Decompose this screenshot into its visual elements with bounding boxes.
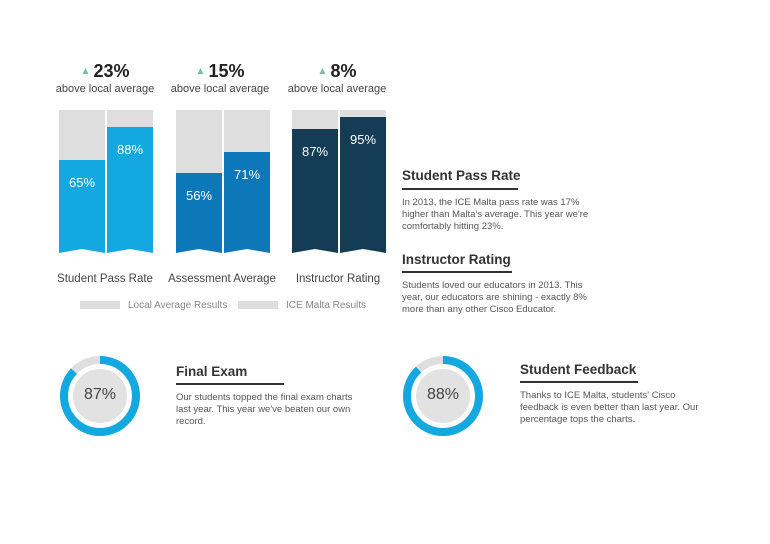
kpi-label: above local average xyxy=(287,83,387,95)
bar-group: 87% 95% xyxy=(292,110,386,255)
bar: 65% xyxy=(59,110,105,255)
category-label: Assessment Average xyxy=(168,273,276,285)
bar-fill xyxy=(176,173,222,254)
bar-fill xyxy=(107,127,153,254)
kpi-value: 23% xyxy=(93,61,130,81)
kpi-pass-rate: ▲ 23% above local average xyxy=(45,60,165,96)
category-label: Instructor Rating xyxy=(295,273,381,285)
student-feedback-title: Student Feedback xyxy=(520,362,637,377)
text-line: percentage tops the charts. xyxy=(520,414,636,425)
legend-swatch xyxy=(80,301,120,310)
bar-notch xyxy=(107,249,153,255)
legend-local: Local Average Results xyxy=(80,300,227,311)
text-line: feedback is even better than last year. … xyxy=(520,402,699,413)
kpi-instructor: ▲ 8% above local average xyxy=(277,60,397,96)
bar-fill xyxy=(224,152,270,254)
bar: 88% xyxy=(107,110,153,255)
text-line: last year. This year we've beaten our ow… xyxy=(176,404,351,415)
text-line: comfortably hitting 23%. xyxy=(402,221,504,232)
pass-rate-title: Student Pass Rate xyxy=(402,168,521,183)
text-line: Students loved our educators in 2013. Th… xyxy=(402,280,583,291)
text-line: Our students topped the final exam chart… xyxy=(176,392,353,403)
bar-notch xyxy=(292,249,338,255)
pass-rate-rule xyxy=(402,188,518,190)
student-feedback-rule xyxy=(520,381,638,383)
bar-notch xyxy=(176,249,222,255)
up-arrow-icon: ▲ xyxy=(80,66,91,77)
bar-value-label: 87% xyxy=(301,144,329,159)
kpi-value: 8% xyxy=(330,61,357,81)
up-arrow-icon: ▲ xyxy=(317,66,328,77)
bar: 95% xyxy=(340,110,386,255)
legend-swatch xyxy=(238,301,278,310)
legend-ice: ICE Malta Results xyxy=(238,300,366,311)
instructor-text: Students loved our educators in 2013. Th… xyxy=(402,280,622,316)
final-exam-donut xyxy=(60,356,140,436)
bar-fill xyxy=(340,117,386,254)
bar-value-label: 65% xyxy=(68,175,96,190)
donut-center xyxy=(416,369,470,423)
kpi-value: 15% xyxy=(208,61,245,81)
bar-group: 56% 71% xyxy=(176,110,270,255)
bar-notch xyxy=(59,249,105,255)
student-feedback-donut xyxy=(403,356,483,436)
text-line: Thanks to ICE Malta, students' Cisco xyxy=(520,390,676,401)
category-label: Student Pass Rate xyxy=(57,273,153,285)
kpi-assessment: ▲ 15% above local average xyxy=(160,60,280,96)
bar-value-label: 88% xyxy=(116,142,144,157)
final-exam-text: Our students topped the final exam chart… xyxy=(176,392,396,428)
bar-notch xyxy=(340,249,386,255)
text-line: In 2013, the ICE Malta pass rate was 17% xyxy=(402,197,580,208)
bar: 71% xyxy=(224,110,270,255)
legend-label: ICE Malta Results xyxy=(286,300,367,311)
bar-group: 65% 88% xyxy=(59,110,153,255)
final-exam-value: 87% xyxy=(83,386,117,403)
instructor-title: Instructor Rating xyxy=(402,252,511,267)
bar-notch xyxy=(224,249,270,255)
donut-arc xyxy=(60,356,140,436)
bar: 56% xyxy=(176,110,222,255)
bar-value-label: 56% xyxy=(185,188,213,203)
legend-label: Local Average Results xyxy=(128,300,228,311)
text-line: year, our educators are shining - exactl… xyxy=(402,292,587,303)
student-feedback-value: 88% xyxy=(426,386,460,403)
bar-fill xyxy=(59,160,105,254)
bar-fill xyxy=(292,129,338,254)
bar: 87% xyxy=(292,110,338,255)
text-line: record. xyxy=(176,416,206,427)
bar-value-label: 71% xyxy=(233,167,261,182)
instructor-rule xyxy=(402,271,512,273)
text-line: more than any other Cisco Educator. xyxy=(402,304,557,315)
final-exam-rule xyxy=(176,383,284,385)
final-exam-title: Final Exam xyxy=(176,364,248,379)
kpi-label: above local average xyxy=(170,83,270,95)
bar-value-label: 95% xyxy=(349,132,377,147)
up-arrow-icon: ▲ xyxy=(195,66,206,77)
text-line: higher than Malta's average. This year w… xyxy=(402,209,589,220)
kpi-label: above local average xyxy=(55,83,155,95)
donut-arc xyxy=(403,356,483,436)
donut-center xyxy=(73,369,127,423)
student-feedback-text: Thanks to ICE Malta, students' Cisco fee… xyxy=(520,390,750,426)
pass-rate-text: In 2013, the ICE Malta pass rate was 17%… xyxy=(402,197,622,233)
